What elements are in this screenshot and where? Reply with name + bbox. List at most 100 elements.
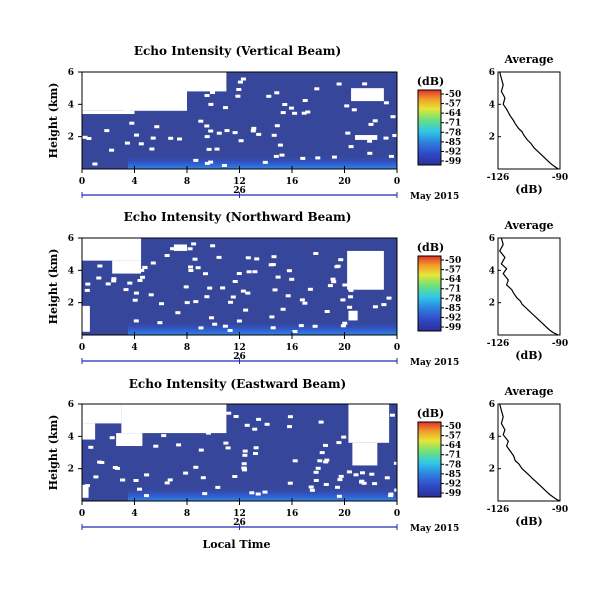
heatmap-nodata-pixel [82,423,88,427]
heatmap-nodata-pixel [188,269,194,272]
heatmap-nodata-pixel [273,154,279,158]
heatmap-nodata-pixel [279,153,285,157]
date-label: May 2015 [410,358,459,368]
heatmap-nodata-pixel [97,245,103,249]
heatmap-nodata-pixel [209,414,215,418]
heatmap-nodata-pixel [292,111,298,115]
average-x-label: (dB) [515,183,542,196]
x-tick-label: 16 [286,509,299,519]
heatmap-nodata-pixel [274,91,280,95]
heatmap-nodata-pixel [242,449,248,453]
heatmap-nodata-pixel [242,468,247,472]
average-y-tick-label: 6 [489,68,495,78]
heatmap-nodata-pixel [193,465,199,469]
panel-1: Echo Intensity (Northward Beam)0 4 8 12 16 20… [47,210,568,368]
heatmap-ground-echo [127,321,397,335]
average-profile-line [498,237,559,336]
heatmap-nodata-pixel [378,409,384,412]
heatmap-nodata-pixel [274,124,280,128]
heatmap-nodata-pixel [381,303,387,307]
heatmap-nodata-pixel [312,324,318,328]
heatmap-nodata-pixel [153,444,159,448]
heatmap-nodata-pixel [137,279,143,282]
heatmap-nodata-pixel [340,298,346,302]
heatmap-nodata-pixel [140,275,145,279]
heatmap-nodata-pixel [94,80,100,84]
heatmap-nodata-pixel [144,494,149,498]
heatmap-nodata-pixel [319,451,325,455]
average-profile-line [499,403,561,502]
heatmap-nodata-pixel [351,286,357,290]
colorbar-tick-label: -78 [445,460,461,470]
heatmap-nodata-pixel [167,478,173,482]
heatmap-nodata-pixel [206,431,211,435]
heatmap-nodata-pixel [270,326,276,330]
heatmap-nodata-pixel [228,300,233,304]
heatmap-nodata-pixel [151,100,157,104]
heatmap-nodata-pixel [92,77,97,81]
heatmap-nodata-block [82,484,89,498]
heatmap-nodata-pixel [300,156,306,160]
heatmap-ground-echo [127,155,397,169]
heatmap-nodata-pixel [224,129,230,133]
heatmap-nodata-pixel [346,470,352,474]
heatmap-nodata-pixel [359,480,364,484]
heatmap-nodata-pixel [313,252,319,255]
heatmap-nodata-pixel [120,245,126,249]
heatmap-nodata-pixel [210,244,216,248]
x-tick-label: 20 [338,177,351,187]
heatmap-nodata-pixel [256,417,262,421]
heatmap-nodata-pixel [342,283,348,287]
heatmap-nodata-pixel [287,481,293,485]
heatmap-nodata-block [187,72,227,92]
average-x-label: (dB) [515,515,542,528]
average-title: Average [503,53,553,66]
heatmap-nodata-block [82,423,96,440]
heatmap-nodata-pixel [271,133,277,137]
date-label: May 2015 [410,524,459,534]
heatmap-nodata-pixel [91,86,97,90]
heatmap-nodata-pixel [244,423,250,427]
heatmap-nodata-pixel [358,92,364,96]
heatmap-nodata-pixel [109,436,115,440]
colorbar [417,89,442,166]
heatmap-nodata-pixel [133,291,139,295]
heatmap-nodata-block [82,72,187,111]
heatmap-nodata-pixel [115,466,120,470]
heatmap-nodata-pixel [124,141,130,145]
y-axis-label: Height (km) [47,83,60,159]
heatmap-nodata-pixel [123,288,129,292]
heatmap-nodata-pixel [170,247,175,251]
heatmap-nodata-pixel [230,295,236,299]
heatmap-nodata-pixel [220,286,226,290]
heatmap-nodata-pixel [362,82,368,86]
heatmap-nodata-pixel [236,88,242,91]
x-tick-label: 4 [131,509,137,519]
heatmap-nodata-pixel [144,473,150,477]
heatmap-nodata-block [121,404,227,434]
heatmap-nodata-pixel [242,453,248,457]
average-frame [497,237,561,336]
heatmap-nodata-pixel [157,321,163,325]
heatmap-nodata-pixel [336,494,342,498]
heatmap-nodata-pixel [212,322,218,326]
heatmap-nodata-pixel [200,476,206,480]
y-tick-label: 4 [68,432,74,442]
heatmap-nodata-pixel [111,277,117,281]
average-y-tick-label: 2 [489,465,495,475]
heatmap-nodata-pixel [253,446,259,450]
heatmap-nodata-pixel [209,316,214,320]
average-y-tick-label: 2 [489,299,495,309]
heatmap-nodata-pixel [139,102,145,106]
heatmap-nodata-pixel [118,79,124,83]
heatmap-nodata-pixel [366,453,372,457]
heatmap-nodata-block [173,244,187,251]
heatmap-nodata-pixel [266,94,272,98]
colorbar-tick-label: -99 [445,157,461,167]
heatmap-nodata-pixel [292,459,298,463]
heatmap-nodata-pixel [367,139,373,143]
y-axis-label: Height (km) [47,249,60,325]
heatmap-nodata-pixel [127,281,133,285]
heatmap-nodata-pixel [198,326,204,330]
heatmap-nodata-pixel [138,142,144,146]
